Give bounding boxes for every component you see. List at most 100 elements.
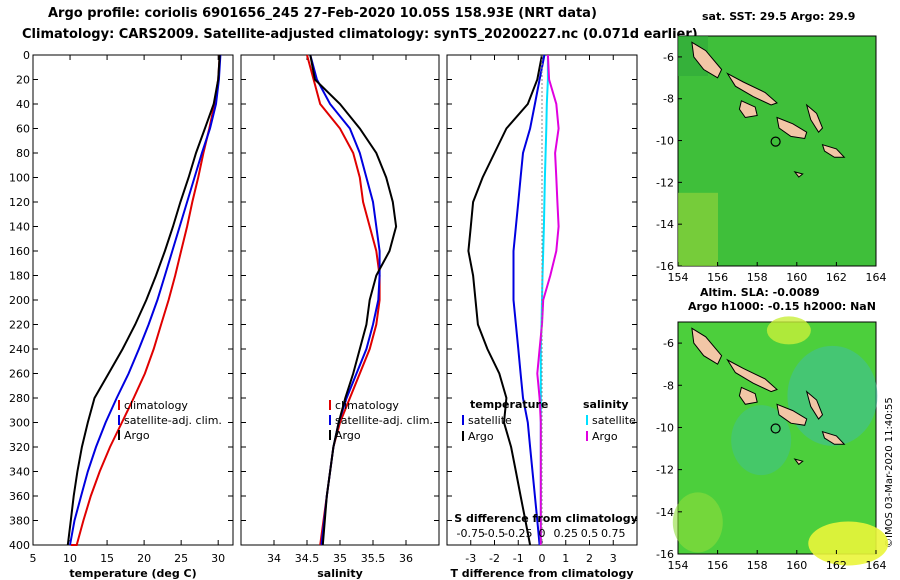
- x-axis-label: temperature (deg C): [69, 567, 196, 580]
- y-tick-label: 400: [9, 539, 30, 552]
- map-y-tick-label: -14: [656, 218, 674, 231]
- series-line-satellite-adj-clim-: [69, 54, 222, 546]
- island-shape: [691, 41, 723, 79]
- sst-map-title: sat. SST: 29.5 Argo: 29.9: [702, 10, 856, 23]
- figure-title-line1: Argo profile: coriolis 6901656_245 27-Fe…: [48, 6, 597, 21]
- x-tick-label: 1: [562, 552, 569, 565]
- y-tick-label: 300: [9, 417, 30, 430]
- map-x-tick-label: 160: [786, 559, 807, 572]
- y-tick-label: 80: [16, 147, 30, 160]
- island-shape: [793, 171, 804, 178]
- y-tick-label: 220: [9, 319, 30, 332]
- map-x-tick-label: 162: [826, 271, 847, 284]
- island-shape: [805, 103, 824, 134]
- y-tick-label: 120: [9, 196, 30, 209]
- x-tick-label: -2: [489, 552, 500, 565]
- map-y-tick-label: -14: [656, 506, 674, 519]
- map-y-tick-label: -16: [656, 548, 674, 561]
- y-tick-label: 40: [16, 98, 30, 111]
- series-line-s-argo: [536, 54, 560, 545]
- x-tick-label: 2: [586, 552, 593, 565]
- map-y-tick-label: -8: [663, 379, 674, 392]
- island-shape: [726, 358, 778, 393]
- x-tick-label: -1: [513, 552, 524, 565]
- map-x-tick-label: 162: [826, 559, 847, 572]
- x2-tick-label: -0.25: [504, 527, 532, 540]
- x-tick-label: 35: [333, 552, 347, 565]
- legend-title-temperature: temperature: [470, 398, 548, 411]
- map-x-tick-label: 158: [747, 559, 768, 572]
- y-tick-label: 180: [9, 270, 30, 283]
- x-axis-label: salinity: [317, 567, 363, 580]
- x2-axis-label: S difference from climatology: [454, 512, 638, 525]
- legend-title-salinity: salinity: [583, 398, 629, 411]
- map-y-tick-label: -12: [656, 464, 674, 477]
- x-tick-label: 5: [30, 552, 37, 565]
- legend-label: satellite: [592, 414, 636, 427]
- map-x-tick-label: 156: [707, 271, 728, 284]
- map-x-tick-label: 160: [786, 271, 807, 284]
- x-tick-label: 20: [137, 552, 151, 565]
- island-shape: [691, 327, 723, 365]
- x2-tick-label: 0.5: [581, 527, 599, 540]
- x2-tick-label: 0.75: [601, 527, 626, 540]
- legend-label: climatology: [335, 399, 399, 412]
- x2-tick-label: 0.25: [554, 527, 579, 540]
- map-x-tick-label: 154: [668, 559, 689, 572]
- map-y-tick-label: -6: [663, 337, 674, 350]
- map-shade-patch: [731, 405, 792, 476]
- island-shape: [738, 386, 758, 405]
- island-shape: [776, 116, 808, 140]
- x-tick-label: 25: [174, 552, 188, 565]
- map-x-tick-label: 154: [668, 271, 689, 284]
- map-y-tick-label: -16: [656, 260, 674, 273]
- series-line-t-argo: [467, 54, 543, 546]
- y-tick-label: 340: [9, 466, 30, 479]
- map-y-tick-label: -10: [656, 135, 674, 148]
- y-tick-label: 320: [9, 441, 30, 454]
- x-axis-label: T difference from climatology: [450, 567, 633, 580]
- x2-tick-label: 0: [539, 527, 546, 540]
- argo-float-marker: [770, 136, 781, 147]
- x-tick-label: 0: [539, 552, 546, 565]
- island-shape: [805, 390, 824, 420]
- x-tick-label: 15: [100, 552, 114, 565]
- map-shade-patch: [678, 192, 718, 266]
- map-y-tick-label: -10: [656, 421, 674, 434]
- island-shape: [821, 430, 846, 445]
- y-tick-label: 140: [9, 221, 30, 234]
- island-shape: [821, 143, 846, 158]
- legend-label: Argo: [124, 429, 150, 442]
- legend-label: satellite-adj. clim.: [124, 414, 222, 427]
- plot-frame-sal: [240, 54, 440, 546]
- x-tick-label: 35.5: [361, 552, 386, 565]
- map-y-tick-label: -12: [656, 176, 674, 189]
- series-line-argo: [309, 54, 398, 546]
- x-tick-label: 10: [63, 552, 77, 565]
- x-tick-label: 34: [267, 552, 281, 565]
- y-tick-label: 60: [16, 123, 30, 136]
- map-x-tick-label: 164: [866, 271, 887, 284]
- x-tick-label: 30: [211, 552, 225, 565]
- map-shade-patch: [787, 345, 878, 446]
- legend-label: satellite-adj. clim.: [335, 414, 433, 427]
- x-tick-label: 34.5: [295, 552, 320, 565]
- y-tick-label: 200: [9, 294, 30, 307]
- figure-title-line2: Climatology: CARS2009. Satellite-adjuste…: [22, 27, 698, 42]
- island-shape: [726, 72, 778, 106]
- x-tick-label: 36: [399, 552, 413, 565]
- island-shape: [776, 403, 808, 426]
- series-line-t-satellite: [512, 54, 546, 546]
- sla-map-subtitle: Argo h1000: -0.15 h2000: NaN: [688, 300, 876, 313]
- legend-label: climatology: [124, 399, 188, 412]
- y-tick-label: 240: [9, 343, 30, 356]
- plot-frame-temp: [32, 54, 234, 546]
- island-shape: [793, 458, 804, 466]
- legend-label: Argo: [468, 430, 494, 443]
- y-tick-label: 20: [16, 74, 30, 87]
- map-x-tick-label: 164: [866, 559, 887, 572]
- map-y-tick-label: -6: [663, 51, 674, 64]
- x-tick-label: 3: [610, 552, 617, 565]
- x2-tick-label: -0.5: [484, 527, 505, 540]
